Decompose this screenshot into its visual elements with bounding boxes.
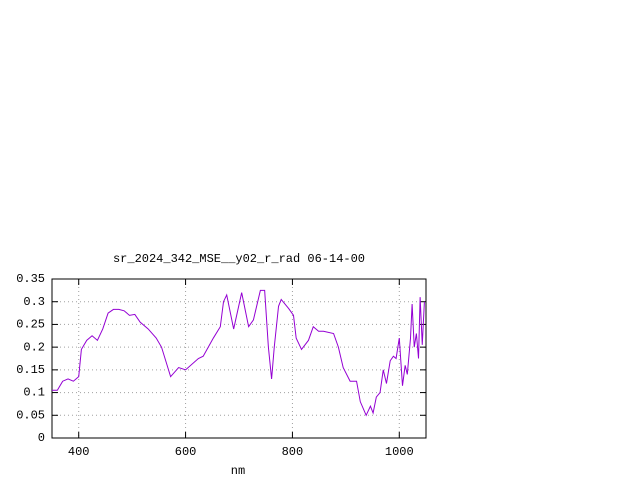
x-tick-label: 600 [175, 445, 197, 459]
y-tick-label: 0.15 [16, 363, 45, 377]
x-tick-label: 800 [282, 445, 304, 459]
y-tick-label: 0 [38, 431, 45, 445]
x-axis-label: nm [231, 464, 245, 478]
y-tick-label: 0.05 [16, 408, 45, 422]
y-tick-label: 0.35 [16, 272, 45, 286]
y-tick-label: 0.3 [23, 295, 45, 309]
x-tick-label: 400 [68, 445, 90, 459]
chart-title: sr_2024_342_MSE__y02_r_rad 06-14-00 [113, 252, 365, 266]
y-tick-label: 0.1 [23, 386, 45, 400]
data-line [52, 289, 425, 417]
y-tick-label: 0.2 [23, 340, 45, 354]
y-tick-label: 0.25 [16, 318, 45, 332]
x-tick-label: 1000 [385, 445, 414, 459]
plot-border [51, 278, 427, 439]
